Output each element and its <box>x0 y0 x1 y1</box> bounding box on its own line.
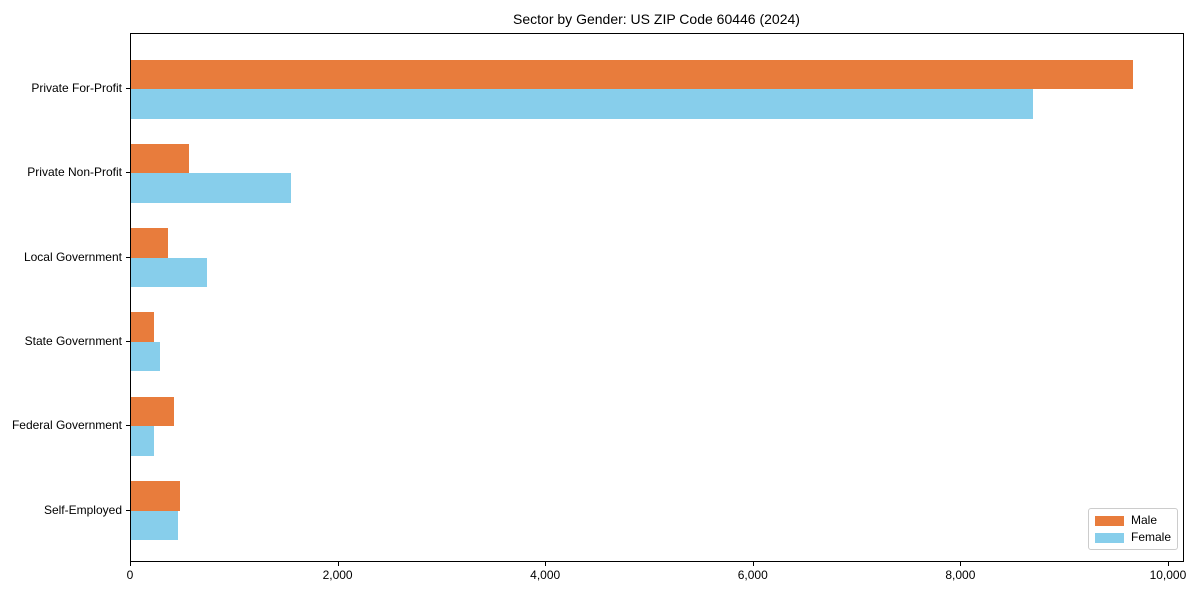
x-tick-label-4000: 4,000 <box>530 568 561 582</box>
y-label-private-for-profit: Private For-Profit <box>31 81 122 95</box>
x-tick-0 <box>130 562 131 566</box>
y-tick-state-government <box>126 340 130 342</box>
bar-male-state-government <box>131 312 154 342</box>
legend-item-male: Male <box>1095 514 1170 527</box>
bar-female-private-for-profit <box>131 89 1033 119</box>
bar-male-local-government <box>131 228 169 258</box>
legend-item-female: Female <box>1095 530 1172 544</box>
bar-female-local-government <box>131 257 207 288</box>
legend: Male Female <box>1088 508 1178 550</box>
y-label-private-non-profit: Private Non-Profit <box>27 165 122 180</box>
legend-swatch-female <box>1095 532 1124 543</box>
bar-female-state-government <box>131 341 161 372</box>
bar-female-private-non-profit <box>131 173 291 203</box>
bar-male-federal-government <box>131 396 174 427</box>
y-tick-federal-government <box>126 425 130 427</box>
legend-swatch-male <box>1095 515 1124 526</box>
bar-female-federal-government <box>131 426 154 456</box>
x-tick-label-2000: 2,000 <box>322 568 353 582</box>
y-tick-private-non-profit <box>126 172 130 174</box>
y-label-federal-government: Federal Government <box>11 418 122 433</box>
legend-label-male: Male <box>1131 513 1158 527</box>
x-tick-label-0: 0 <box>126 568 134 582</box>
x-tick-label-6000: 6,000 <box>737 568 768 582</box>
x-tick-4000 <box>545 562 547 566</box>
y-label-local-government: Local Government <box>23 249 122 264</box>
x-tick-label-8000: 8,000 <box>945 568 976 582</box>
bar-male-private-non-profit <box>131 143 190 174</box>
x-tick-10000 <box>1167 562 1169 566</box>
plot-area <box>130 33 1184 562</box>
y-label-self-employed: Self-Employed <box>43 502 122 517</box>
y-tick-private-for-profit <box>126 88 130 89</box>
legend-label-female: Female <box>1131 530 1172 544</box>
x-tick-8000 <box>960 562 962 566</box>
x-tick-6000 <box>752 562 754 566</box>
chart-title: Sector by Gender: US ZIP Code 60446 (202… <box>513 11 800 27</box>
x-tick-label-10000: 10,000 <box>1149 568 1187 582</box>
y-tick-local-government <box>126 256 130 258</box>
bar-male-self-employed <box>131 481 180 511</box>
bar-female-self-employed <box>131 510 178 540</box>
y-label-state-government: State Government <box>24 333 122 348</box>
bar-male-private-for-profit <box>131 59 1133 89</box>
y-tick-self-employed <box>126 509 130 511</box>
x-tick-2000 <box>337 562 339 566</box>
